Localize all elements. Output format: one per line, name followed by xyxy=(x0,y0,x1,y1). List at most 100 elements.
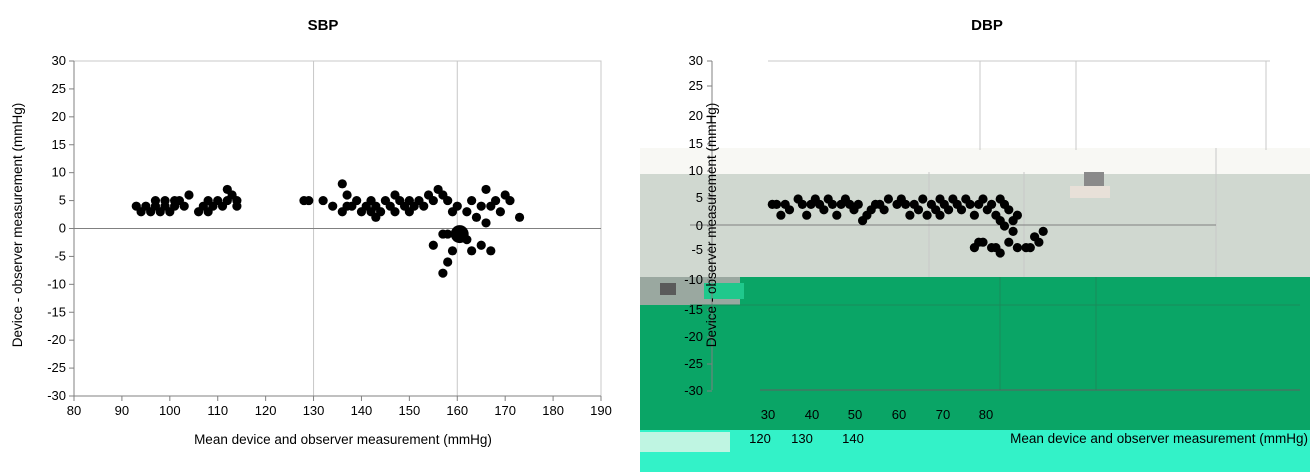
sbp-chart: SBP Device - observer measurement (mmHg)… xyxy=(10,17,612,447)
corrupted-block xyxy=(1070,186,1110,198)
x-tick-label: 130 xyxy=(303,403,325,418)
corrupted-block xyxy=(640,148,1310,174)
y-tick-label: 15 xyxy=(689,136,703,151)
corrupted-block xyxy=(640,432,730,452)
x-tick-label: 190 xyxy=(590,403,612,418)
x-axis-title: Mean device and observer measurement (mm… xyxy=(194,432,492,447)
data-point xyxy=(772,199,782,209)
data-point xyxy=(443,229,453,239)
data-point xyxy=(1025,243,1035,253)
y-axis-title: Device - observer measurement (mmHg) xyxy=(704,103,719,348)
y-tick-label: -5 xyxy=(691,242,703,257)
y-tick-label: 25 xyxy=(689,78,703,93)
x-tick-label: 170 xyxy=(494,403,516,418)
data-point xyxy=(428,240,438,250)
data-point xyxy=(438,268,448,278)
y-tick-label: -15 xyxy=(47,304,66,319)
y-tick-label: 15 xyxy=(52,137,66,152)
data-point xyxy=(1004,205,1014,215)
x-tick-label: 40 xyxy=(805,407,819,422)
data-point xyxy=(918,194,928,204)
y-tick-label: -30 xyxy=(47,388,66,403)
x-tick-label: 180 xyxy=(542,403,564,418)
chart-title: DBP xyxy=(971,17,1003,34)
x-tick-label: 50 xyxy=(848,407,862,422)
y-tick-label: 5 xyxy=(696,190,703,205)
data-point xyxy=(913,205,924,215)
y-tick-label: 10 xyxy=(689,163,703,178)
data-point xyxy=(853,199,863,209)
data-point xyxy=(1008,226,1018,236)
data-point xyxy=(1004,237,1014,247)
data-point xyxy=(883,194,893,204)
data-point xyxy=(1034,237,1044,247)
data-point xyxy=(232,201,242,211)
y-tick-label: -20 xyxy=(47,332,66,347)
data-point xyxy=(922,210,932,220)
x-tick-label: 160 xyxy=(446,403,468,418)
x-tick-label: 130 xyxy=(791,431,813,446)
y-tick-label: -20 xyxy=(684,329,703,344)
y-tick-label: 10 xyxy=(52,165,66,180)
data-point xyxy=(969,210,979,220)
data-point xyxy=(376,207,386,217)
data-point xyxy=(443,195,453,206)
data-point xyxy=(318,195,328,206)
data-point xyxy=(352,195,362,206)
y-tick-label: -15 xyxy=(684,302,703,317)
data-point xyxy=(832,210,842,220)
y-tick-label: 5 xyxy=(59,193,66,208)
chart-title: SBP xyxy=(308,17,339,34)
data-point xyxy=(978,194,988,204)
data-point xyxy=(784,205,795,215)
data-point xyxy=(1012,243,1022,253)
data-point-large xyxy=(450,225,469,244)
data-point xyxy=(471,212,482,222)
y-axis-title: Device - observer measurement (mmHg) xyxy=(10,103,25,348)
data-point xyxy=(304,195,314,206)
data-point xyxy=(337,179,347,189)
x-tick-label: 120 xyxy=(255,403,277,418)
y-tick-label: 0 xyxy=(59,221,66,236)
x-tick-label: 140 xyxy=(842,431,864,446)
data-point xyxy=(428,195,438,206)
data-point xyxy=(1012,210,1022,220)
dbp-chart-panel: DBP 30 25 20 15 10 5 0 -5 -10 -15 -20 -25 -30 30 40 50 6… xyxy=(640,0,1315,472)
data-point xyxy=(978,237,988,247)
corrupted-block xyxy=(640,430,1310,472)
data-point xyxy=(462,207,472,217)
data-point xyxy=(819,205,829,215)
data-point xyxy=(797,199,807,209)
data-point xyxy=(452,201,462,211)
data-point xyxy=(901,199,911,209)
data-point xyxy=(505,195,515,206)
y-tick-label: -10 xyxy=(684,272,703,287)
y-tick-label: -30 xyxy=(684,383,703,398)
data-point xyxy=(995,248,1005,258)
corrupted-block xyxy=(640,277,1310,430)
x-axis-title: Mean device and observer measurement (mm… xyxy=(1010,431,1308,446)
corrupted-block xyxy=(704,283,744,299)
data-point xyxy=(443,257,453,267)
y-tick-label: 30 xyxy=(689,53,703,68)
data-point xyxy=(486,246,496,256)
data-point xyxy=(481,218,491,228)
data-point xyxy=(495,207,505,217)
data-point xyxy=(935,210,945,220)
data-point xyxy=(447,246,458,256)
y-tick-label: -25 xyxy=(684,356,703,371)
data-point xyxy=(827,199,838,209)
data-point xyxy=(491,195,501,206)
x-tick-label: 80 xyxy=(67,403,81,418)
data-point xyxy=(879,205,889,215)
y-tick-label: 20 xyxy=(689,108,703,123)
x-tick-label: 140 xyxy=(351,403,373,418)
data-point xyxy=(481,184,491,195)
data-point xyxy=(419,201,429,211)
sbp-chart-panel: SBP Device - observer measurement (mmHg)… xyxy=(0,0,640,472)
data-point xyxy=(1038,226,1048,236)
data-point xyxy=(476,201,486,211)
data-point xyxy=(390,207,400,217)
